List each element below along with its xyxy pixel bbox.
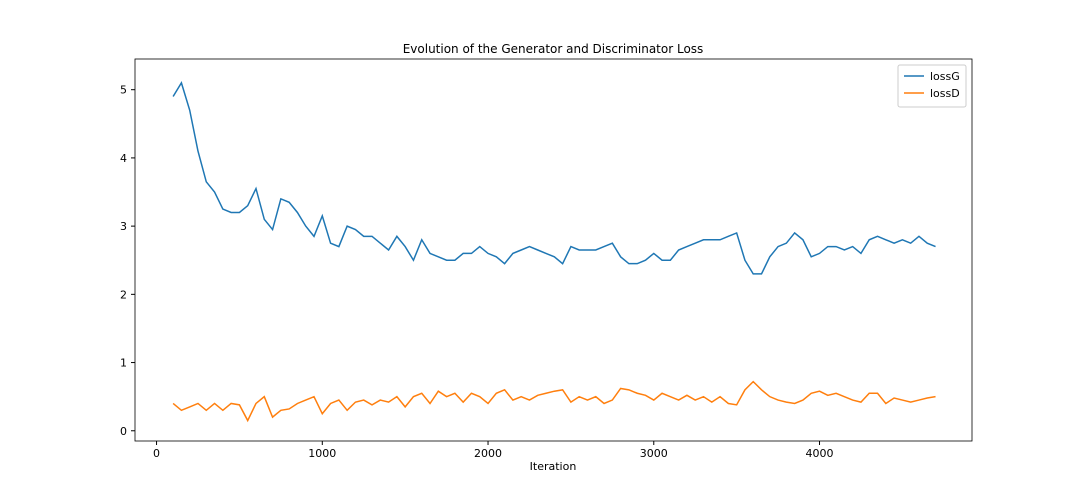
x-tick-label: 4000 xyxy=(806,447,834,460)
y-tick-label: 5 xyxy=(120,84,127,97)
y-tick-label: 4 xyxy=(120,152,127,165)
x-axis-label: Iteration xyxy=(530,460,577,473)
line-series xyxy=(172,81,936,275)
y-tick-label: 0 xyxy=(120,425,127,438)
plot-frame xyxy=(134,58,973,442)
legend-label: lossD xyxy=(930,87,960,100)
line-series xyxy=(172,380,936,423)
x-tick-label: 2000 xyxy=(474,447,502,460)
chart-title: Evolution of the Generator and Discrimin… xyxy=(403,42,704,56)
y-tick-label: 3 xyxy=(120,220,127,233)
legend-label: lossG xyxy=(930,70,960,83)
y-tick-label: 2 xyxy=(120,288,127,301)
y-tick-label: 1 xyxy=(120,357,127,370)
x-tick-label: 1000 xyxy=(308,447,336,460)
x-tick-label: 3000 xyxy=(640,447,668,460)
x-tick-label: 0 xyxy=(153,447,160,460)
